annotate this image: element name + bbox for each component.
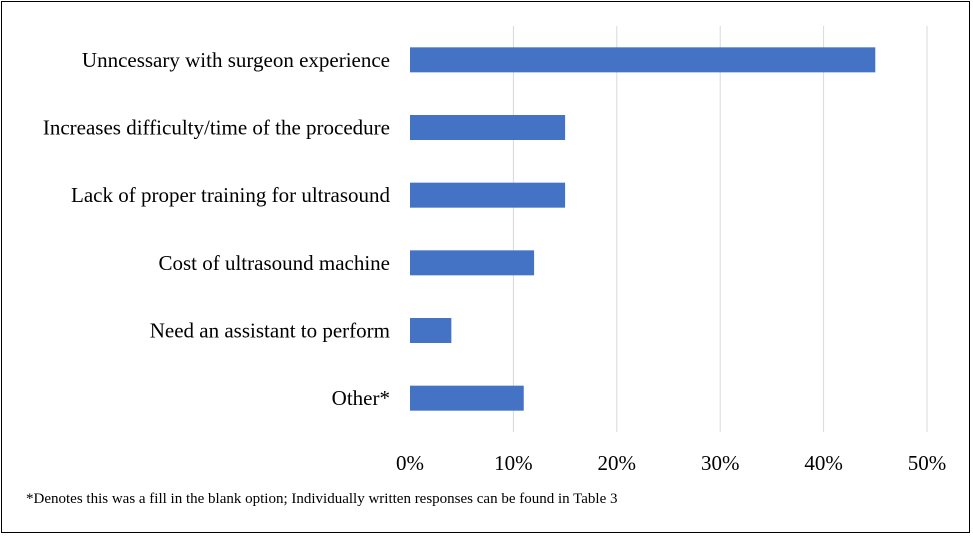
x-tick-label-0: 0% xyxy=(396,451,424,475)
bar-increases-difficulty-time-of-the-procedure xyxy=(410,115,566,140)
category-label-lack-of-proper-training-for-ultrasound: Lack of proper training for ultrasound xyxy=(71,183,390,207)
x-tick-labels: 0% 10% 20% 30% 40% 50% xyxy=(396,451,946,475)
category-labels: Unncessary with surgeon experience Increa… xyxy=(43,48,391,410)
category-label-increases-difficulty-time-of-the-procedure: Increases difficulty/time of the procedu… xyxy=(43,116,390,140)
gridlines xyxy=(512,26,928,432)
category-label-unncessary-with-surgeon-experience: Unncessary with surgeon experience xyxy=(82,48,390,72)
footnote: *Denotes this was a fill in the blank op… xyxy=(26,491,618,507)
bar-need-an-assistant-to-perform xyxy=(410,318,452,343)
bar-lack-of-proper-training-for-ultrasound xyxy=(410,182,566,208)
x-tick-label-30: 30% xyxy=(701,451,740,475)
x-tick-label-50: 50% xyxy=(908,451,947,475)
bar-other xyxy=(410,385,524,411)
bar-unncessary-with-surgeon-experience xyxy=(410,47,876,73)
bars xyxy=(410,47,876,411)
category-label-cost-of-ultrasound-machine: Cost of ultrasound machine xyxy=(158,251,390,275)
x-tick-label-40: 40% xyxy=(804,451,843,475)
category-label-need-an-assistant-to-perform: Need an assistant to perform xyxy=(150,319,390,343)
bar-cost-of-ultrasound-machine xyxy=(410,250,535,276)
x-tick-label-20: 20% xyxy=(598,451,637,475)
category-label-other: Other* xyxy=(332,386,390,410)
x-tick-label-10: 10% xyxy=(494,451,533,475)
